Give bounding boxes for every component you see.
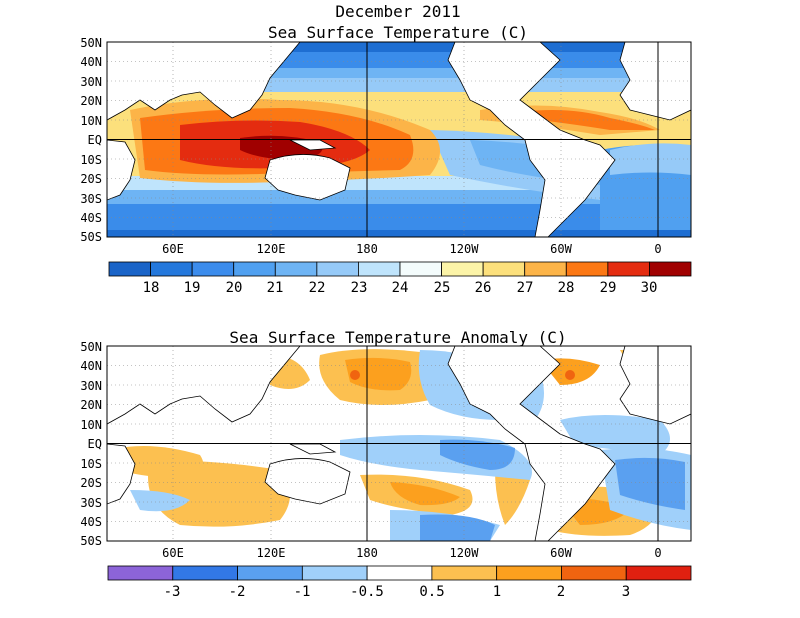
- colorbar-label: 30: [641, 280, 658, 296]
- lat-label: 20S: [80, 476, 102, 490]
- lat-label: 40S: [80, 211, 102, 225]
- colorbar-swatch: [649, 261, 692, 277]
- colorbar-swatch: [496, 565, 562, 581]
- lat-label: 20N: [80, 398, 102, 412]
- colorbar-swatch: [441, 261, 484, 277]
- colorbar-swatch: [172, 565, 238, 581]
- colorbar-swatch: [233, 261, 276, 277]
- anomaly-panel-title: Sea Surface Temperature Anomaly (C): [229, 328, 566, 347]
- lon-label: 60E: [162, 546, 184, 560]
- colorbar-swatch: [191, 261, 235, 277]
- lat-label: EQ: [88, 437, 102, 451]
- lat-label: 40N: [80, 55, 102, 69]
- colorbar-label: 26: [475, 280, 492, 296]
- lat-label: 40S: [80, 515, 102, 529]
- colorbar-label: 21: [267, 280, 284, 296]
- colorbar-label: -3: [164, 584, 181, 600]
- colorbar-label: -0.5: [350, 584, 384, 600]
- sst-lon-labels: 60E 120E 180 120W 60W 0: [162, 242, 661, 256]
- anomaly-lon-labels: 60E 120E 180 120W 60W 0: [162, 546, 661, 560]
- colorbar-label: 22: [309, 280, 326, 296]
- sst-map: [107, 42, 691, 237]
- lon-label: 120W: [450, 242, 480, 256]
- anomaly-map-frame: [106, 345, 692, 542]
- date-title: December 2011: [335, 2, 460, 21]
- lat-label: EQ: [88, 133, 102, 147]
- colorbar-label: -1: [294, 584, 311, 600]
- sst-colorbar-labels: 18 19 20 21 22 23 24 25 26 27 28 29 30: [143, 280, 658, 296]
- lat-label: 30N: [80, 379, 102, 393]
- sst-lat-labels: 50N 40N 30N 20N 10N EQ 10S 20S 30S 40S 5…: [80, 36, 102, 244]
- colorbar-swatch: [274, 261, 318, 277]
- lat-label: 30N: [80, 75, 102, 89]
- lon-label: 120E: [257, 242, 286, 256]
- anomaly-map: [107, 346, 691, 541]
- lon-label: 120W: [450, 546, 480, 560]
- colorbar-label: 0.5: [419, 584, 444, 600]
- lon-label: 120E: [257, 546, 286, 560]
- lon-label: 180: [356, 242, 378, 256]
- lon-label: 60W: [550, 546, 572, 560]
- lon-label: 0: [654, 546, 661, 560]
- colorbar-swatch: [431, 565, 498, 581]
- lat-label: 10N: [80, 114, 102, 128]
- lon-label: 0: [654, 242, 661, 256]
- colorbar-swatch: [108, 261, 151, 277]
- lon-label: 60E: [162, 242, 184, 256]
- anomaly-colorbar-labels: -3 -2 -1 -0.5 0.5 1 2 3: [164, 584, 631, 600]
- colorbar-swatch: [399, 261, 442, 277]
- colorbar-swatch: [524, 261, 567, 277]
- lon-label: 180: [356, 546, 378, 560]
- colorbar-label: 19: [184, 280, 201, 296]
- sst-colorbar: [108, 261, 692, 277]
- lat-label: 30S: [80, 192, 102, 206]
- anomaly-colorbar: [107, 565, 692, 581]
- colorbar-swatch: [366, 565, 433, 581]
- anomaly-lat-labels: 50N 40N 30N 20N 10N EQ 10S 20S 30S 40S 5…: [80, 340, 102, 548]
- colorbar-label: 23: [351, 280, 368, 296]
- colorbar-label: 25: [434, 280, 451, 296]
- colorbar-label: 1: [493, 584, 501, 600]
- sst-panel-title: Sea Surface Temperature (C): [268, 23, 528, 42]
- lat-label: 10S: [80, 457, 102, 471]
- lat-label: 20N: [80, 94, 102, 108]
- colorbar-label: 2: [557, 584, 565, 600]
- colorbar-swatch: [482, 261, 526, 277]
- lat-label: 30S: [80, 496, 102, 510]
- colorbar-label: 20: [226, 280, 243, 296]
- colorbar-swatch: [565, 261, 609, 277]
- lat-label: 20S: [80, 172, 102, 186]
- lat-label: 10N: [80, 418, 102, 432]
- lat-label: 40N: [80, 359, 102, 373]
- colorbar-swatch: [625, 565, 692, 581]
- colorbar-label: 18: [143, 280, 160, 296]
- colorbar-swatch: [150, 261, 193, 277]
- lat-label: 10S: [80, 153, 102, 167]
- colorbar-swatch: [107, 565, 174, 581]
- lat-label: 50N: [80, 340, 102, 354]
- colorbar-swatch: [316, 261, 359, 277]
- colorbar-swatch: [607, 261, 650, 277]
- colorbar-swatch: [561, 565, 627, 581]
- lat-label: 50N: [80, 36, 102, 50]
- colorbar-label: -2: [229, 584, 246, 600]
- colorbar-label: 24: [392, 280, 409, 296]
- lat-label: 50S: [80, 534, 102, 548]
- colorbar-label: 3: [622, 584, 630, 600]
- lon-label: 60W: [550, 242, 572, 256]
- colorbar-label: 29: [600, 280, 617, 296]
- colorbar-swatch: [358, 261, 401, 277]
- lat-label: 50S: [80, 230, 102, 244]
- colorbar-label: 28: [558, 280, 575, 296]
- colorbar-label: 27: [517, 280, 534, 296]
- colorbar-swatch: [237, 565, 303, 581]
- colorbar-swatch: [301, 565, 368, 581]
- sst-map-frame: [106, 41, 692, 238]
